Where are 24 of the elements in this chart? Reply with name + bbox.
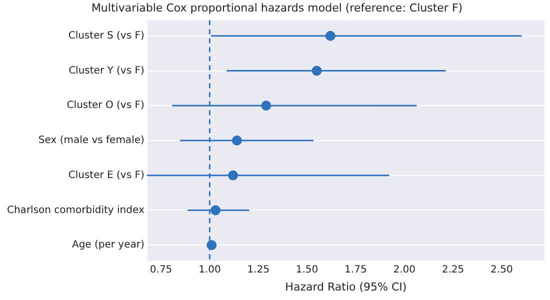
y-tick-label: Cluster S (vs F) <box>68 30 144 42</box>
x-tick-label: 1.75 <box>344 264 367 276</box>
point <box>232 136 242 146</box>
point <box>312 66 322 76</box>
point <box>210 205 221 216</box>
point <box>206 240 217 250</box>
x-tick-label: 1.00 <box>198 264 221 276</box>
point <box>228 170 238 180</box>
y-tick-label: Age (per year) <box>72 240 144 251</box>
y-tick-label: Cluster O (vs F) <box>66 100 144 112</box>
y-tick-label: Sex (male vs female) <box>38 135 144 146</box>
chart-title: Multivariable Cox proportional hazards model (reference: Cluster F) <box>91 1 463 14</box>
x-tick-label: 1.25 <box>247 264 270 276</box>
y-tick-label: Cluster E (vs F) <box>68 170 144 181</box>
x-tick-label: 0.75 <box>150 264 172 276</box>
x-tick-label: 1.50 <box>296 264 318 276</box>
y-tick-label: Charlson comorbidity index <box>6 204 144 216</box>
x-tick-label: 2.25 <box>442 264 464 276</box>
point <box>261 100 272 111</box>
x-tick-label: 2.00 <box>393 264 416 276</box>
y-tick-label: Cluster Y (vs F) <box>68 65 144 76</box>
point <box>325 30 336 41</box>
x-axis-title: Hazard Ratio (95% CI) <box>285 280 407 294</box>
x-tick-label: 2.50 <box>490 264 513 276</box>
